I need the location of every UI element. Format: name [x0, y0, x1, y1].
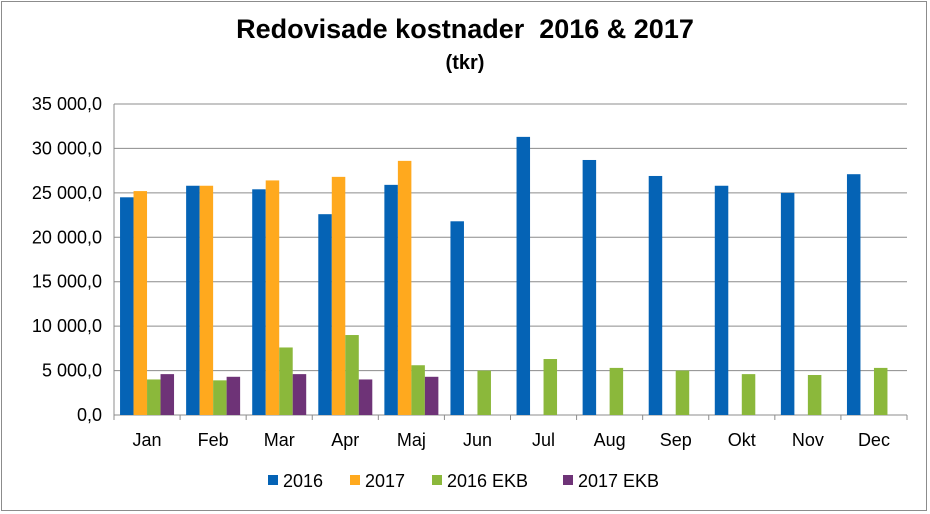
bar-2016-jan — [120, 197, 134, 415]
y-tick-label: 25 000,0 — [32, 183, 102, 203]
x-tick-label: Okt — [728, 430, 756, 450]
chart-subtitle: (tkr) — [445, 52, 485, 74]
y-tick-label: 30 000,0 — [32, 138, 102, 158]
bar-2016-maj — [384, 184, 398, 415]
bar-2016-ekb-sep — [675, 370, 690, 415]
bar-2016-ekb-apr — [345, 335, 359, 415]
y-tick-label: 35 000,0 — [32, 94, 102, 114]
bar-2016-aug — [582, 159, 597, 415]
bar-2016-ekb-jan — [147, 379, 161, 415]
y-tick-label: 20 000,0 — [32, 227, 102, 247]
legend-label: 2016 — [283, 471, 323, 491]
legend-label: 2016 EKB — [447, 471, 528, 491]
x-tick-label: Sep — [660, 430, 692, 450]
bar-2016-okt — [714, 185, 729, 415]
bar-2016-ekb-jul — [543, 359, 558, 415]
bar-2016-apr — [318, 214, 332, 415]
bar-2016-nov — [780, 192, 795, 415]
x-tick-label: Jun — [463, 430, 492, 450]
x-tick-label: Feb — [198, 430, 229, 450]
x-tick-label: Jul — [532, 430, 555, 450]
x-tick-label: Jan — [133, 430, 162, 450]
y-tick-label: 10 000,0 — [32, 316, 102, 336]
legend-label: 2017 EKB — [578, 471, 659, 491]
chart-title: Redovisade kostnader 2016 & 2017 — [236, 14, 694, 44]
bar-2016-ekb-aug — [609, 367, 624, 415]
bar-2016-jul — [516, 136, 531, 415]
y-tick-label: 15 000,0 — [32, 272, 102, 292]
bar-2016-jun — [450, 221, 464, 415]
bar-2017-apr — [331, 176, 346, 415]
bar-2016-ekb-mar — [279, 347, 293, 415]
bar-2017-ekb-apr — [358, 379, 373, 415]
bar-2017-maj — [397, 160, 412, 415]
bar-2016-sep — [648, 175, 663, 415]
bar-2017-ekb-jan — [160, 374, 175, 415]
x-tick-label: Nov — [792, 430, 824, 450]
bar-2017-ekb-feb — [226, 376, 241, 415]
bar-2016-feb — [186, 185, 200, 415]
x-tick-label: Maj — [397, 430, 426, 450]
bar-2016-ekb-okt — [741, 374, 756, 415]
bar-2017-feb — [199, 185, 214, 415]
x-tick-label: Dec — [858, 430, 890, 450]
bar-2017-ekb-mar — [292, 374, 307, 415]
bar-2016-ekb-jun — [477, 370, 491, 415]
legend-swatch — [432, 475, 442, 485]
x-tick-label: Apr — [331, 430, 359, 450]
x-tick-label: Aug — [594, 430, 626, 450]
bar-2016-ekb-dec — [873, 367, 888, 415]
legend-swatch — [268, 475, 278, 485]
y-tick-label: 0,0 — [77, 405, 102, 425]
bar-2016-ekb-nov — [807, 375, 822, 415]
y-tick-label: 5 000,0 — [42, 361, 102, 381]
bar-2016-ekb-maj — [411, 365, 425, 415]
bar-2017-jan — [133, 191, 148, 415]
bar-2016-dec — [846, 174, 861, 415]
x-tick-label: Mar — [264, 430, 295, 450]
bar-2016-ekb-feb — [213, 380, 227, 415]
bar-2017-mar — [265, 180, 280, 415]
bar-2017-ekb-maj — [424, 376, 439, 415]
legend-label: 2017 — [365, 471, 405, 491]
legend-swatch — [563, 475, 573, 485]
bar-2016-mar — [252, 189, 266, 415]
legend-swatch — [350, 475, 360, 485]
